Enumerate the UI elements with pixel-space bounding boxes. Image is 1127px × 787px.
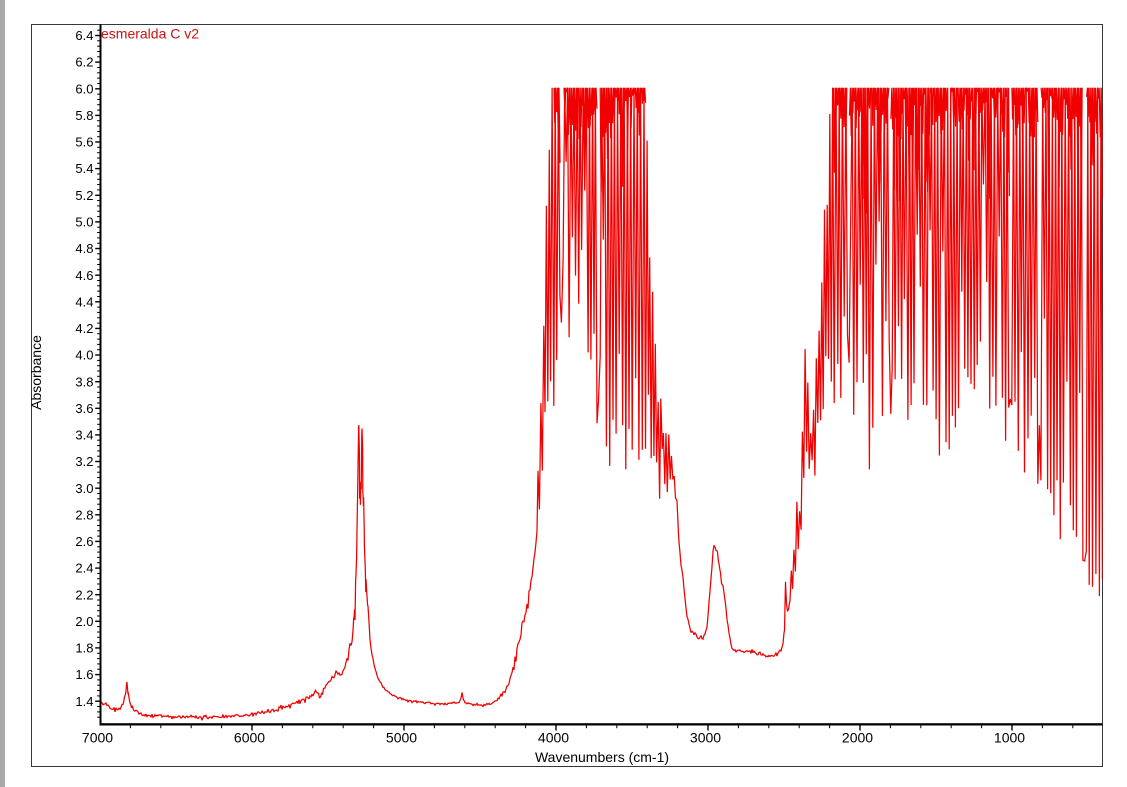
- svg-text:esmeralda C v2: esmeralda C v2: [101, 26, 199, 42]
- svg-text:7000: 7000: [82, 729, 113, 745]
- svg-text:1000: 1000: [994, 729, 1025, 745]
- svg-text:2.8: 2.8: [75, 507, 93, 522]
- svg-text:5.4: 5.4: [75, 161, 93, 176]
- svg-text:2.4: 2.4: [75, 561, 93, 576]
- svg-text:1.8: 1.8: [75, 641, 93, 656]
- svg-text:4.8: 4.8: [75, 241, 93, 256]
- svg-text:3.0: 3.0: [75, 481, 93, 496]
- svg-text:1.4: 1.4: [75, 694, 93, 709]
- svg-text:3.8: 3.8: [75, 374, 93, 389]
- svg-text:5.0: 5.0: [75, 215, 93, 230]
- svg-text:5000: 5000: [386, 729, 417, 745]
- svg-text:3000: 3000: [690, 729, 721, 745]
- svg-text:3.4: 3.4: [75, 428, 93, 443]
- svg-text:3.6: 3.6: [75, 401, 93, 416]
- svg-text:Absorbance: Absorbance: [28, 335, 44, 410]
- svg-text:4000: 4000: [538, 729, 569, 745]
- svg-text:6.0: 6.0: [75, 81, 93, 96]
- svg-text:2.6: 2.6: [75, 534, 93, 549]
- svg-text:6.4: 6.4: [75, 28, 93, 43]
- svg-text:6.2: 6.2: [75, 55, 93, 70]
- svg-text:5.2: 5.2: [75, 188, 93, 203]
- svg-text:4.6: 4.6: [75, 268, 93, 283]
- svg-text:4.0: 4.0: [75, 348, 93, 363]
- svg-text:5.8: 5.8: [75, 108, 93, 123]
- svg-text:4.4: 4.4: [75, 294, 93, 309]
- svg-text:2000: 2000: [842, 729, 873, 745]
- svg-text:Wavenumbers (cm-1): Wavenumbers (cm-1): [535, 749, 669, 765]
- svg-text:4.2: 4.2: [75, 321, 93, 336]
- svg-text:6000: 6000: [234, 729, 265, 745]
- svg-text:1.6: 1.6: [75, 667, 93, 682]
- svg-text:2.2: 2.2: [75, 587, 93, 602]
- svg-text:3.2: 3.2: [75, 454, 93, 469]
- svg-text:5.6: 5.6: [75, 135, 93, 150]
- svg-text:2.0: 2.0: [75, 614, 93, 629]
